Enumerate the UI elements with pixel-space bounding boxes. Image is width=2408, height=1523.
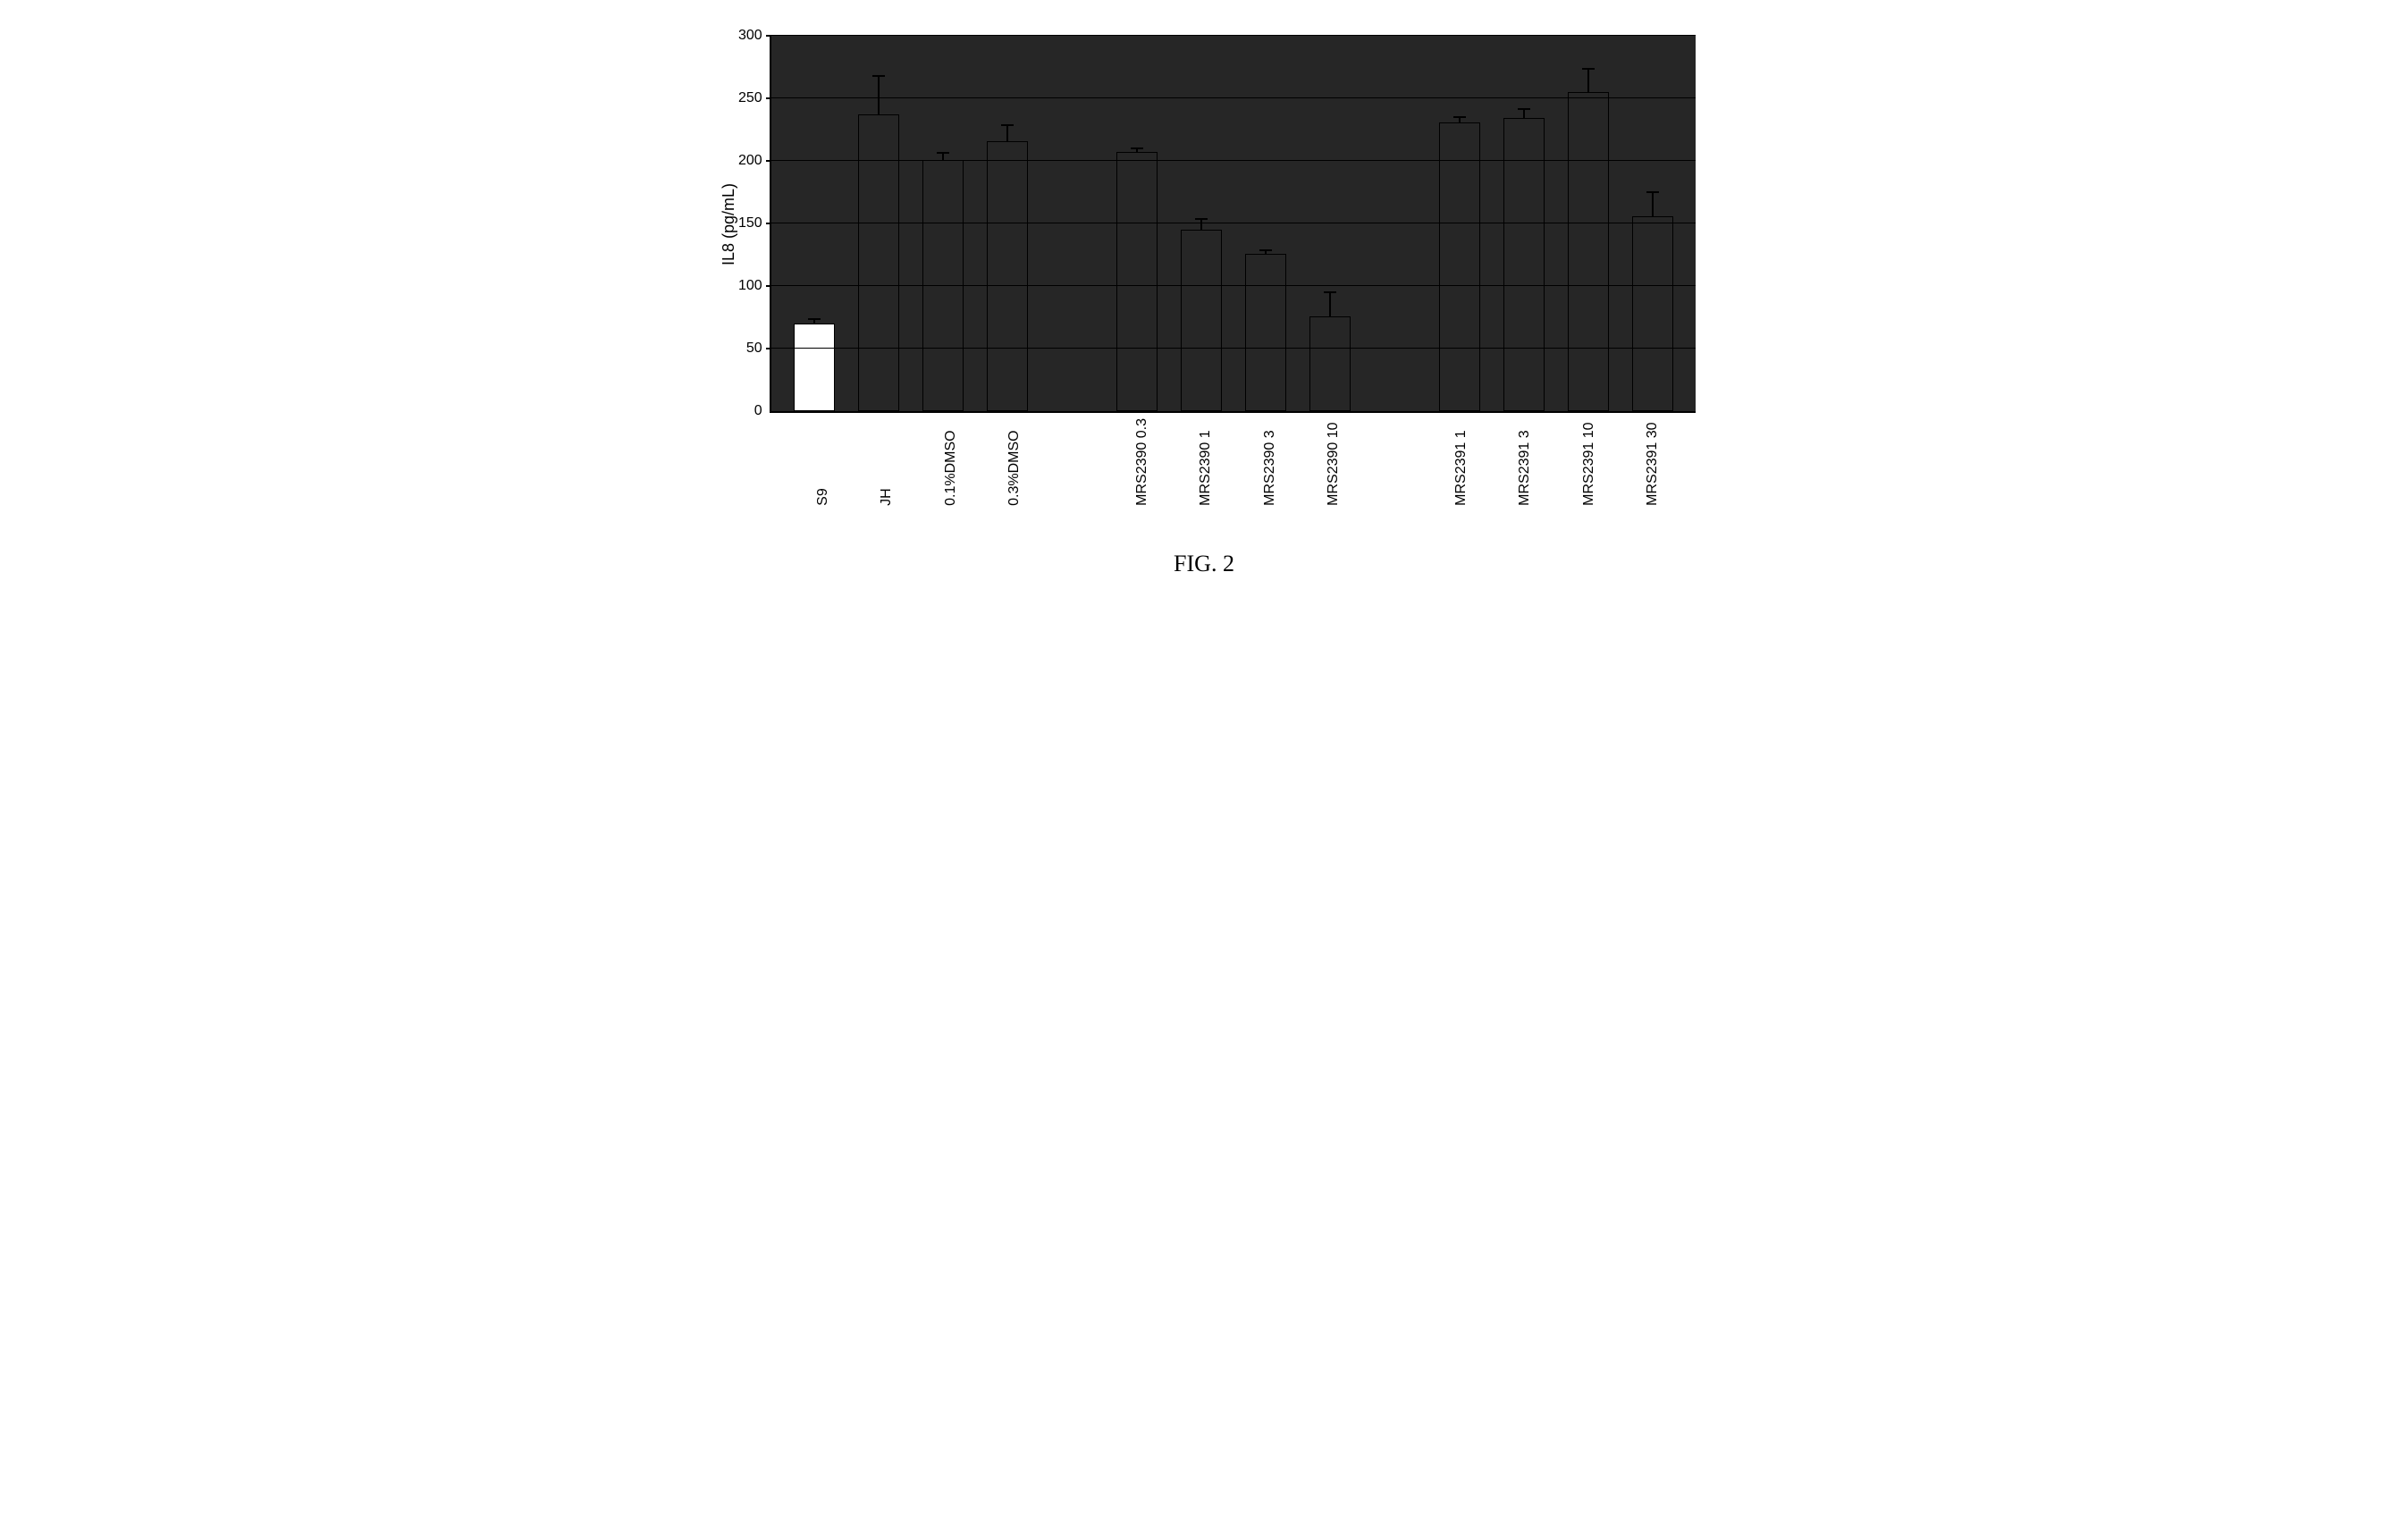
gridline xyxy=(771,348,1696,349)
error-cap xyxy=(1259,249,1272,251)
x-tick-label: MRS2391 30 xyxy=(1645,418,1661,506)
x-label-slot: MRS2391 10 xyxy=(1557,418,1621,506)
bar xyxy=(1116,152,1158,411)
bar xyxy=(1181,230,1222,411)
bar-slot xyxy=(782,36,846,411)
error-cap xyxy=(1453,116,1466,118)
error-bar xyxy=(1329,293,1331,316)
error-cap xyxy=(808,318,821,320)
x-label-slot: MRS2391 1 xyxy=(1429,418,1493,506)
gridline xyxy=(771,35,1696,36)
bar-slot xyxy=(846,36,911,411)
figure-caption: FIG. 2 xyxy=(712,551,1696,577)
error-cap xyxy=(1001,124,1014,126)
bar-slot xyxy=(911,36,975,411)
error-cap xyxy=(1582,68,1595,70)
x-tick-label: 0.1%DMSO xyxy=(943,418,959,506)
x-axis-labels: S9 JH 0.1%DMSO 0.3%DMSO MRS2390 0.3 MRS2390 1… xyxy=(780,418,1696,506)
x-tick-label: MRS2391 1 xyxy=(1453,418,1469,506)
error-cap xyxy=(872,75,885,77)
plot-area xyxy=(770,36,1696,413)
x-label-slot: 0.3%DMSO xyxy=(982,418,1046,506)
bar xyxy=(1439,122,1480,411)
bar-slot xyxy=(1362,36,1427,411)
bar-slot xyxy=(975,36,1040,411)
x-label-slot: MRS2390 0.3 xyxy=(1110,418,1174,506)
x-label-slot: MRS2390 1 xyxy=(1175,418,1238,506)
x-tick-label: S9 xyxy=(815,418,831,506)
y-axis: 300250200150100500 xyxy=(738,36,770,411)
error-cap xyxy=(1518,108,1530,110)
bar-slot xyxy=(1298,36,1362,411)
bar-slot xyxy=(1427,36,1491,411)
y-axis-label: IL8 (pg/mL) xyxy=(712,36,738,413)
error-bar xyxy=(1652,193,1654,215)
error-bar xyxy=(1200,220,1202,230)
x-label-slot xyxy=(1366,418,1429,506)
y-tick-mark xyxy=(766,285,771,287)
bar xyxy=(1309,316,1351,411)
error-cap xyxy=(1195,218,1208,220)
x-label-slot: S9 xyxy=(791,418,855,506)
bar-slot xyxy=(1105,36,1169,411)
error-cap xyxy=(937,152,949,154)
x-tick-label: 0.3%DMSO xyxy=(1006,418,1023,506)
y-tick-mark xyxy=(766,160,771,162)
gridline xyxy=(771,97,1696,98)
x-tick-label: MRS2391 3 xyxy=(1517,418,1533,506)
error-cap xyxy=(1646,191,1659,193)
bar-slot xyxy=(1233,36,1298,411)
bar-slot xyxy=(1492,36,1556,411)
bar xyxy=(794,324,835,411)
error-bar xyxy=(1523,110,1525,119)
x-tick-label: MRS2390 0.3 xyxy=(1134,418,1150,506)
gridline xyxy=(771,285,1696,286)
bar xyxy=(1568,92,1609,411)
x-label-slot xyxy=(1047,418,1110,506)
bar-slot xyxy=(1556,36,1621,411)
x-label-slot: JH xyxy=(855,418,918,506)
y-tick-mark xyxy=(766,348,771,349)
gridline xyxy=(771,160,1696,161)
bar xyxy=(1632,216,1673,411)
chart-container: IL8 (pg/mL) 300250200150100500 S9 JH 0.1%D… xyxy=(712,36,1696,577)
bar xyxy=(1503,118,1545,411)
bars-row xyxy=(771,36,1696,411)
x-tick-label: JH xyxy=(879,418,895,506)
x-tick-label: MRS2390 3 xyxy=(1262,418,1278,506)
bar xyxy=(858,114,899,411)
bar-slot xyxy=(1040,36,1104,411)
bar-chart: IL8 (pg/mL) 300250200150100500 xyxy=(712,36,1696,413)
error-bar xyxy=(942,154,944,160)
error-bar xyxy=(1587,70,1589,92)
bar-slot xyxy=(1621,36,1685,411)
error-bar xyxy=(1006,126,1008,141)
x-label-slot: MRS2391 30 xyxy=(1621,418,1684,506)
x-label-slot: MRS2390 3 xyxy=(1238,418,1301,506)
x-tick-label: MRS2390 10 xyxy=(1326,418,1342,506)
bar xyxy=(987,141,1028,411)
bar xyxy=(1245,254,1286,411)
error-bar xyxy=(878,77,880,114)
error-cap xyxy=(1324,291,1336,293)
x-tick-label: MRS2391 10 xyxy=(1581,418,1597,506)
error-cap xyxy=(1131,147,1143,149)
y-tick-mark xyxy=(766,35,771,37)
x-tick-label: MRS2390 1 xyxy=(1198,418,1214,506)
bar-slot xyxy=(1169,36,1233,411)
y-tick-mark xyxy=(766,223,771,224)
x-label-slot: MRS2390 10 xyxy=(1301,418,1365,506)
x-label-slot: 0.1%DMSO xyxy=(919,418,982,506)
x-label-slot: MRS2391 3 xyxy=(1494,418,1557,506)
y-tick-mark xyxy=(766,97,771,99)
